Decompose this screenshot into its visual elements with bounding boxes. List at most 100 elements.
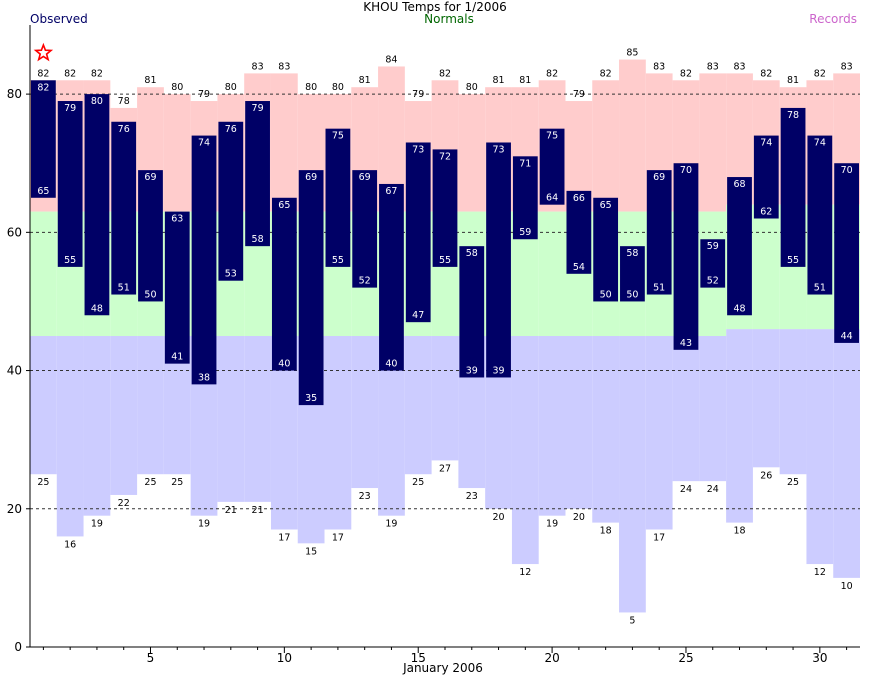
record-high-band bbox=[163, 94, 191, 212]
observed-bar bbox=[111, 121, 137, 295]
record-low-band bbox=[404, 336, 432, 475]
x-axis-label: January 2006 bbox=[402, 661, 483, 675]
record-low-label: 25 bbox=[171, 477, 183, 488]
observed-high-label: 79 bbox=[252, 103, 264, 114]
observed-high-label: 68 bbox=[733, 179, 745, 190]
record-low-label: 23 bbox=[359, 491, 371, 502]
record-high-label: 82 bbox=[546, 68, 558, 79]
observed-bar bbox=[191, 135, 217, 385]
x-tick-label: 20 bbox=[544, 651, 559, 665]
observed-bar bbox=[539, 128, 565, 205]
observed-high-label: 79 bbox=[64, 103, 76, 114]
observed-low-label: 43 bbox=[680, 338, 692, 349]
record-low-label: 12 bbox=[814, 567, 826, 578]
record-low-label: 19 bbox=[385, 519, 397, 530]
observed-low-label: 41 bbox=[171, 352, 183, 363]
record-low-label: 16 bbox=[64, 539, 76, 550]
observed-high-label: 82 bbox=[37, 82, 49, 93]
record-high-label: 79 bbox=[573, 89, 585, 100]
record-low-label: 10 bbox=[841, 581, 853, 592]
record-high-band bbox=[270, 73, 298, 212]
record-low-band bbox=[137, 336, 164, 475]
observed-high-label: 75 bbox=[332, 131, 344, 142]
record-high-label: 78 bbox=[118, 96, 130, 107]
y-tick-label: 40 bbox=[7, 364, 22, 378]
observed-low-label: 62 bbox=[760, 207, 772, 218]
observed-low-label: 53 bbox=[225, 269, 237, 280]
observed-low-label: 54 bbox=[573, 262, 585, 273]
x-tick-label: 30 bbox=[812, 651, 827, 665]
observed-low-label: 48 bbox=[733, 303, 745, 314]
record-high-label: 82 bbox=[37, 68, 49, 79]
observed-bar bbox=[57, 101, 83, 267]
observed-low-label: 38 bbox=[198, 372, 210, 383]
observed-high-label: 65 bbox=[278, 200, 290, 211]
record-low-band bbox=[726, 329, 753, 523]
observed-bar bbox=[593, 197, 619, 302]
record-low-label: 25 bbox=[144, 477, 156, 488]
record-low-band bbox=[645, 336, 673, 530]
record-low-label: 24 bbox=[707, 484, 719, 495]
record-high-label: 81 bbox=[359, 75, 371, 86]
record-low-band bbox=[56, 336, 84, 537]
observed-bar bbox=[298, 170, 324, 406]
observed-bar bbox=[512, 156, 538, 240]
record-high-label: 83 bbox=[653, 61, 665, 72]
record-low-label: 20 bbox=[493, 512, 505, 523]
record-high-label: 81 bbox=[493, 75, 505, 86]
observed-bar bbox=[218, 121, 244, 281]
record-high-label: 81 bbox=[519, 75, 531, 86]
observed-bar bbox=[245, 101, 270, 247]
legend-observed: Observed bbox=[30, 12, 88, 26]
record-high-band bbox=[592, 80, 620, 212]
observed-bar bbox=[352, 170, 378, 288]
observed-bar bbox=[138, 170, 163, 302]
observed-low-label: 51 bbox=[814, 283, 826, 294]
observed-high-label: 71 bbox=[519, 158, 531, 169]
record-low-label: 22 bbox=[118, 498, 130, 509]
record-low-band bbox=[779, 329, 807, 475]
observed-bar bbox=[405, 142, 431, 323]
record-high-label: 82 bbox=[600, 68, 612, 79]
observed-low-label: 40 bbox=[385, 359, 397, 370]
observed-high-label: 70 bbox=[841, 165, 853, 176]
record-low-band bbox=[833, 329, 860, 578]
record-low-label: 26 bbox=[760, 470, 772, 481]
record-low-label: 19 bbox=[91, 519, 103, 530]
record-low-label: 21 bbox=[252, 505, 264, 516]
observed-bars bbox=[31, 80, 859, 406]
record-low-label: 17 bbox=[332, 533, 344, 544]
legend-records: Records bbox=[809, 12, 857, 26]
observed-bar bbox=[727, 177, 752, 316]
record-low-band bbox=[806, 329, 834, 565]
record-low-band bbox=[565, 336, 593, 509]
observed-low-label: 50 bbox=[626, 289, 638, 300]
observed-low-label: 55 bbox=[64, 255, 76, 266]
record-low-label: 19 bbox=[198, 519, 210, 530]
record-high-label: 83 bbox=[252, 61, 264, 72]
observed-high-label: 74 bbox=[760, 138, 772, 149]
record-low-label: 25 bbox=[412, 477, 424, 488]
observed-high-label: 70 bbox=[680, 165, 692, 176]
observed-high-label: 76 bbox=[225, 124, 237, 135]
record-high-label: 80 bbox=[171, 82, 183, 93]
observed-low-label: 47 bbox=[412, 310, 424, 321]
observed-bar bbox=[271, 197, 297, 371]
observed-low-label: 51 bbox=[653, 283, 665, 294]
record-low-band bbox=[431, 336, 459, 461]
record-low-label: 25 bbox=[787, 477, 799, 488]
chart-title: KHOU Temps for 1/2006 bbox=[363, 0, 507, 14]
record-star-icon bbox=[33, 42, 54, 62]
record-low-label: 19 bbox=[546, 519, 558, 530]
normal-band bbox=[538, 211, 566, 336]
observed-bar bbox=[753, 135, 779, 219]
record-low-label: 5 bbox=[629, 615, 635, 626]
record-low-band bbox=[511, 336, 539, 565]
observed-low-label: 52 bbox=[707, 276, 719, 287]
observed-low-label: 51 bbox=[118, 283, 130, 294]
observed-high-label: 80 bbox=[91, 96, 103, 107]
observed-high-label: 59 bbox=[707, 241, 719, 252]
x-tick-label: 25 bbox=[678, 651, 693, 665]
x-tick-label: 10 bbox=[277, 651, 292, 665]
observed-low-label: 44 bbox=[841, 331, 853, 342]
